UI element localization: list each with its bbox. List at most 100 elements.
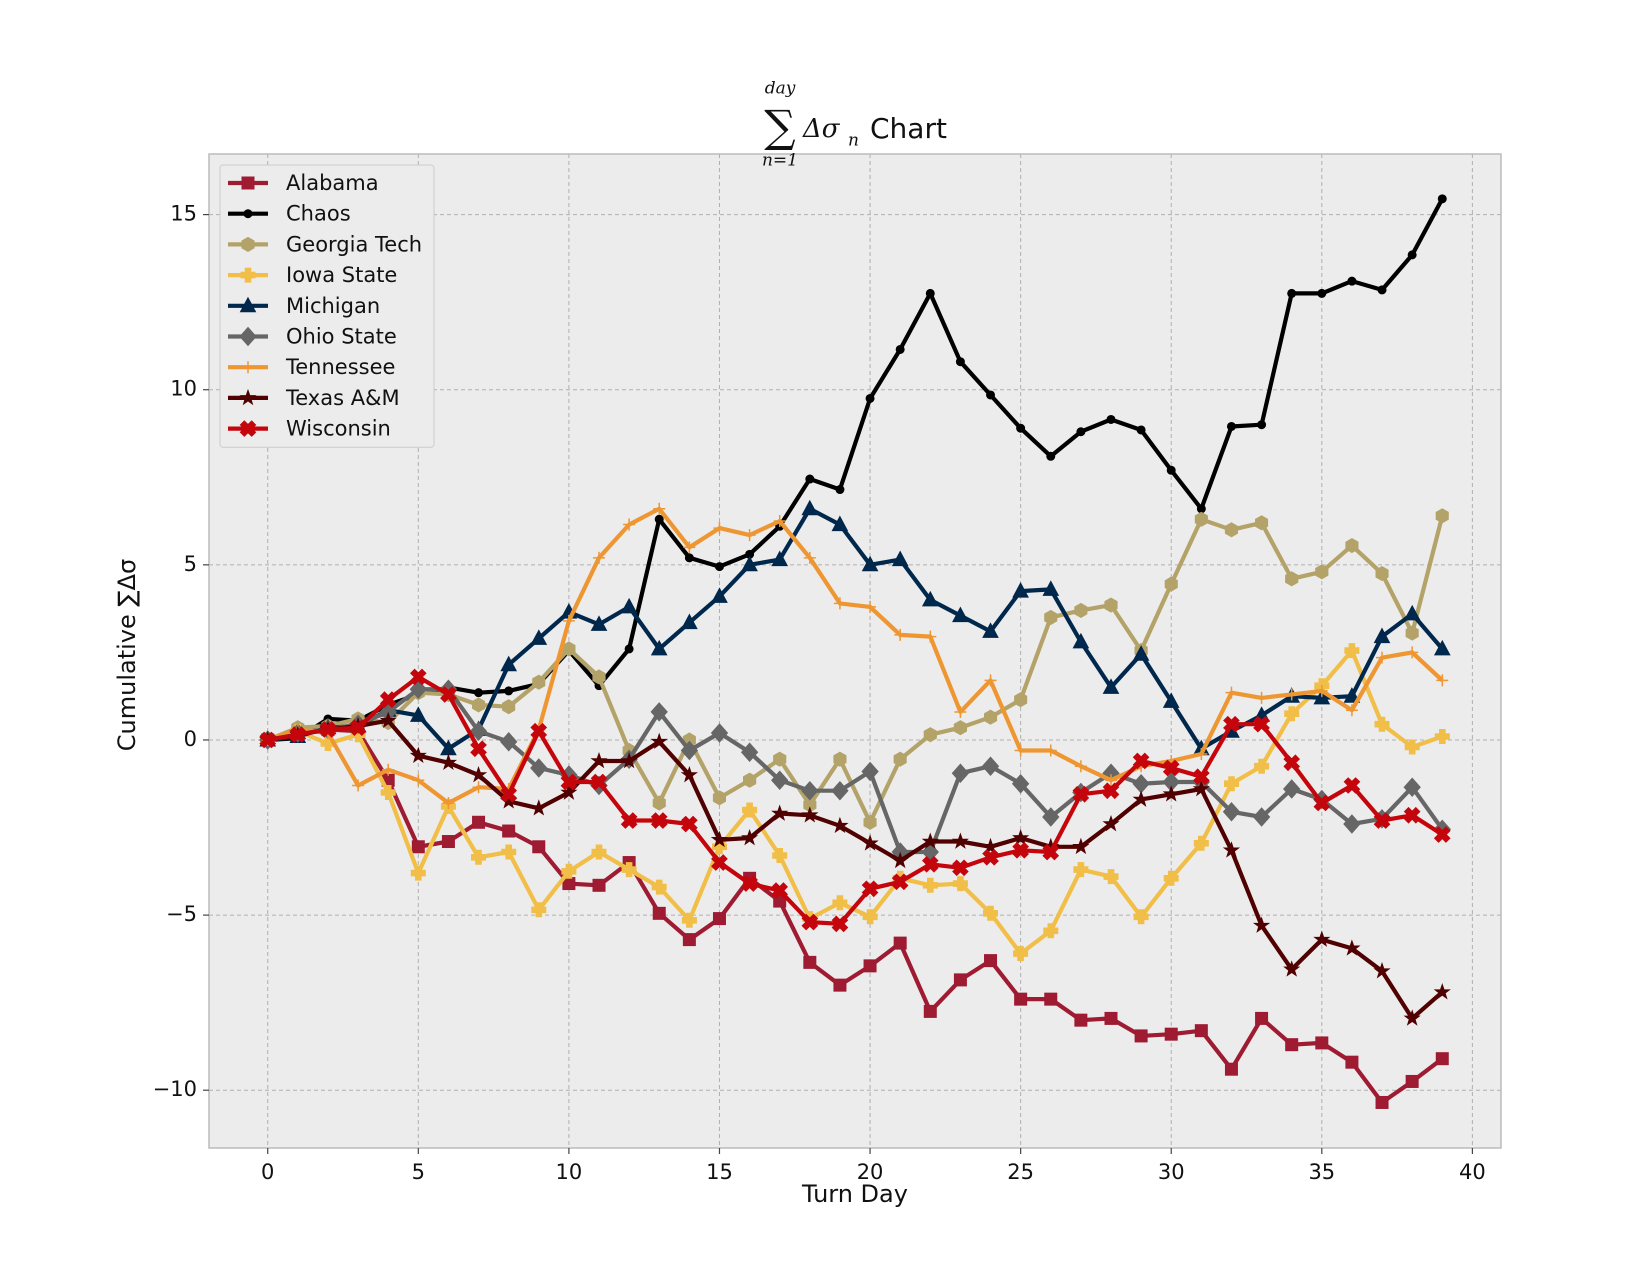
legend-marker bbox=[239, 388, 257, 406]
title-term-sub: n bbox=[848, 131, 859, 151]
data-point bbox=[1104, 597, 1118, 613]
data-point bbox=[1014, 992, 1028, 1006]
x-tick-label: 40 bbox=[1459, 1160, 1486, 1184]
data-point bbox=[1433, 639, 1451, 656]
legend-marker bbox=[239, 296, 257, 313]
data-point bbox=[921, 590, 939, 607]
data-point bbox=[1133, 909, 1149, 925]
data-point bbox=[650, 732, 668, 750]
data-point bbox=[921, 832, 939, 849]
legend-label: Michigan bbox=[286, 294, 380, 318]
data-point bbox=[1194, 511, 1208, 527]
data-point bbox=[680, 815, 698, 833]
data-point bbox=[863, 814, 877, 830]
data-point bbox=[741, 828, 759, 846]
data-point bbox=[924, 630, 937, 643]
data-point bbox=[1435, 1052, 1449, 1066]
data-point bbox=[1315, 684, 1328, 697]
data-point bbox=[1136, 425, 1146, 435]
data-point bbox=[984, 954, 998, 968]
data-point bbox=[621, 862, 637, 878]
data-point bbox=[1163, 870, 1179, 886]
data-point bbox=[1132, 752, 1150, 770]
data-point bbox=[801, 499, 819, 516]
data-point bbox=[891, 873, 909, 891]
data-point bbox=[469, 721, 488, 741]
data-point bbox=[864, 600, 877, 613]
data-point bbox=[893, 751, 907, 767]
data-point bbox=[410, 865, 426, 881]
data-point bbox=[861, 761, 879, 782]
data-point bbox=[1375, 566, 1389, 582]
legend-marker bbox=[243, 209, 253, 219]
data-point bbox=[865, 393, 875, 403]
data-point bbox=[623, 518, 636, 531]
data-point bbox=[1285, 571, 1299, 587]
data-point bbox=[1103, 869, 1119, 885]
data-point bbox=[953, 720, 967, 736]
data-point bbox=[1074, 760, 1087, 773]
y-tick-label: 5 bbox=[184, 552, 197, 576]
data-point bbox=[833, 978, 847, 992]
data-point bbox=[1254, 758, 1270, 774]
data-point bbox=[1042, 807, 1060, 827]
data-point bbox=[1255, 691, 1268, 704]
data-point bbox=[1104, 774, 1117, 787]
data-point bbox=[771, 882, 789, 899]
legend-label: Tennessee bbox=[285, 355, 395, 379]
data-point bbox=[713, 522, 726, 535]
data-point bbox=[590, 751, 608, 769]
data-point bbox=[653, 502, 666, 515]
data-point bbox=[1434, 729, 1450, 744]
data-point bbox=[1407, 250, 1417, 260]
data-point bbox=[680, 740, 699, 761]
data-point bbox=[835, 485, 845, 495]
data-point bbox=[379, 691, 397, 709]
x-axis-label: Turn Day bbox=[801, 1180, 908, 1208]
data-point bbox=[1373, 962, 1391, 979]
x-tick-label: 35 bbox=[1308, 1160, 1335, 1184]
data-point bbox=[1013, 946, 1029, 962]
data-point bbox=[862, 909, 878, 925]
data-point bbox=[1192, 768, 1210, 786]
data-point bbox=[1044, 744, 1057, 757]
legend-label: Iowa State bbox=[286, 263, 397, 287]
series-line bbox=[267, 506, 1444, 806]
data-point bbox=[1014, 744, 1027, 757]
data-point bbox=[561, 863, 577, 879]
data-point bbox=[472, 697, 486, 713]
data-point bbox=[1284, 706, 1300, 722]
data-point bbox=[1072, 632, 1090, 649]
legend-label: Texas A&M bbox=[285, 386, 400, 410]
data-point bbox=[1252, 807, 1271, 827]
data-point bbox=[1406, 646, 1419, 659]
data-point bbox=[743, 772, 757, 788]
data-point bbox=[952, 606, 969, 623]
data-point bbox=[1317, 288, 1327, 298]
data-point bbox=[954, 705, 967, 718]
data-point bbox=[861, 555, 879, 572]
chart-title: Chart bbox=[870, 112, 947, 145]
data-point bbox=[1193, 835, 1209, 851]
legend-label: Alabama bbox=[286, 171, 379, 195]
data-point bbox=[771, 550, 789, 567]
data-point bbox=[801, 806, 819, 823]
x-tick-label: 10 bbox=[556, 1160, 583, 1184]
data-point bbox=[1285, 688, 1298, 701]
data-point bbox=[1287, 288, 1297, 298]
data-point bbox=[1405, 625, 1419, 641]
data-point bbox=[923, 1004, 937, 1018]
data-point bbox=[1012, 582, 1029, 598]
data-point bbox=[1224, 776, 1239, 792]
data-point bbox=[471, 849, 486, 865]
data-point bbox=[1195, 747, 1208, 760]
data-point bbox=[472, 815, 486, 829]
x-tick-label: 15 bbox=[706, 1160, 733, 1184]
data-point bbox=[1315, 1036, 1329, 1050]
x-tick-label: 0 bbox=[261, 1160, 274, 1184]
data-point bbox=[1345, 704, 1358, 717]
data-point bbox=[1046, 451, 1056, 461]
data-point bbox=[1222, 841, 1241, 858]
data-point bbox=[1042, 843, 1060, 861]
data-point bbox=[590, 773, 608, 791]
